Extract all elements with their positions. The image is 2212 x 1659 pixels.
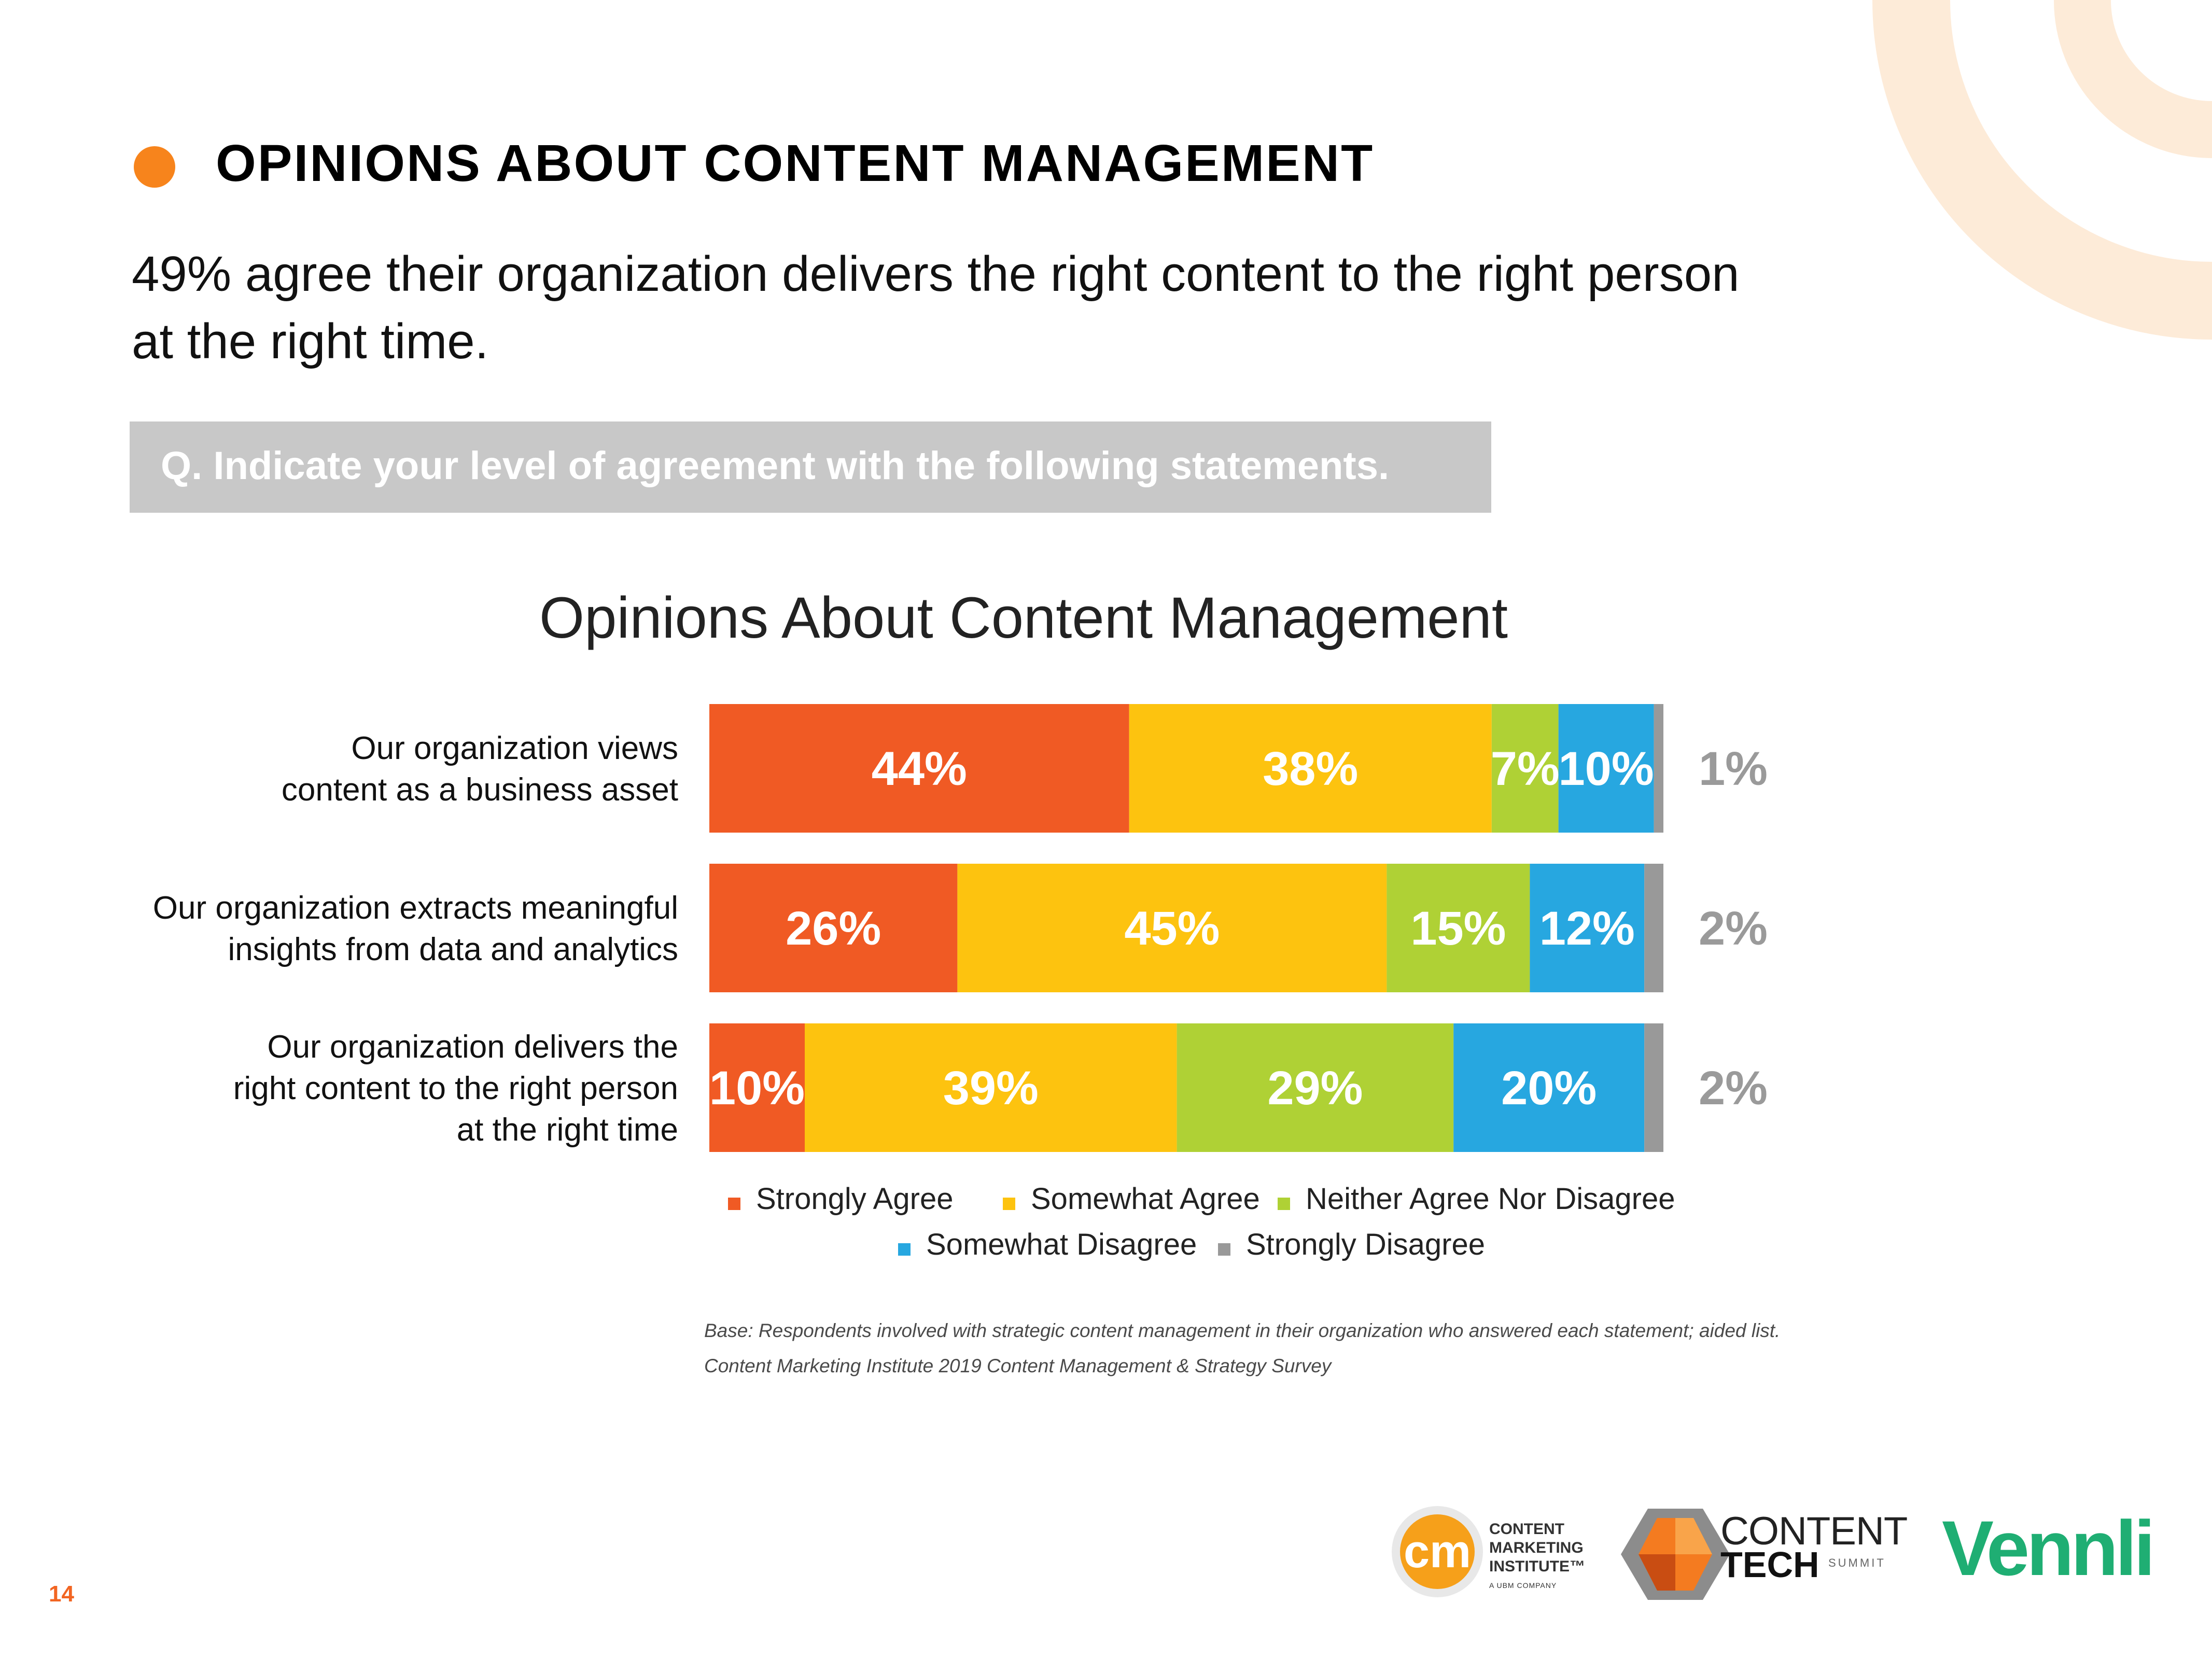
value-label-2-5: 2% bbox=[1699, 902, 1768, 955]
bar-segment-2-4 bbox=[1530, 864, 1645, 992]
bar-segment-2-2 bbox=[957, 864, 1387, 992]
cmi-logo-badge: cm bbox=[1392, 1506, 1483, 1597]
value-label-2-4: 12% bbox=[1539, 902, 1635, 955]
category-label-2-line-1: Our organization extracts meaningful bbox=[153, 890, 678, 926]
value-label-3-3: 29% bbox=[1267, 1062, 1363, 1115]
bar-segment-3-5 bbox=[1644, 1023, 1663, 1152]
value-label-3-2: 39% bbox=[943, 1062, 1039, 1115]
legend-label-1: Strongly Agree bbox=[756, 1182, 953, 1216]
vennli-logo: Vennli bbox=[1942, 1505, 2155, 1592]
cmi-line-2: MARKETING bbox=[1489, 1539, 1584, 1556]
category-label-3-line-2: right content to the right person bbox=[233, 1071, 678, 1106]
cmi-line-3: INSTITUTE™ bbox=[1489, 1558, 1585, 1575]
footnote-base: Base: Respondents involved with strategi… bbox=[704, 1320, 1781, 1341]
stacked-bar-chart: Opinions About Content Management 44% 38%… bbox=[153, 585, 1768, 1261]
bar-segment-3-1 bbox=[709, 1023, 805, 1152]
bar-segment-3-2 bbox=[805, 1023, 1177, 1152]
cmi-subline: A UBM COMPANY bbox=[1489, 1581, 1557, 1590]
bar-segment-3-3 bbox=[1177, 1023, 1454, 1152]
question-banner: Q. Indicate your level of agreement with… bbox=[130, 421, 1491, 513]
slide-subtitle: 49% agree their organization delivers th… bbox=[132, 246, 1740, 369]
content-tech-word-tech: TECH bbox=[1720, 1544, 1819, 1585]
cmi-badge-text: cm bbox=[1404, 1526, 1471, 1578]
title-bullet-dot bbox=[134, 146, 175, 188]
category-labels: Our organization views content as a busin… bbox=[153, 730, 678, 1148]
category-label-3-line-3: at the right time bbox=[457, 1112, 678, 1148]
bar-segment-1-4 bbox=[1558, 704, 1654, 833]
question-text: Q. Indicate your level of agreement with… bbox=[161, 444, 1390, 488]
bars-group: 44% 38% 7%10% 1%26% 45% 15% 12% 2%10% 39% 29% 20% 2… bbox=[709, 704, 1768, 1152]
chart-legend: Strongly Agree Somewhat Agree Neither Agre… bbox=[728, 1182, 1675, 1261]
category-label-2-line-2: insights from data and analytics bbox=[228, 932, 678, 967]
value-label-2-1: 26% bbox=[786, 902, 881, 955]
legend-swatch-5 bbox=[1218, 1243, 1230, 1256]
slide-title: OPINIONS ABOUT CONTENT MANAGEMENT bbox=[216, 134, 1375, 192]
cmi-logo-text: CONTENT MARKETING INSTITUTE™ A UBM COMPA… bbox=[1489, 1520, 1585, 1595]
bar-segment-3-4 bbox=[1453, 1023, 1645, 1152]
legend-label-2: Somewhat Agree bbox=[1031, 1182, 1260, 1216]
category-label-3-line-1: Our organization delivers the bbox=[267, 1029, 678, 1065]
bar-segment-1-1 bbox=[709, 704, 1129, 833]
legend-label-4: Somewhat Disagree bbox=[926, 1228, 1197, 1261]
value-label-2-3: 15% bbox=[1410, 902, 1506, 955]
legend-swatch-1 bbox=[728, 1198, 740, 1210]
bar-segment-2-1 bbox=[709, 864, 958, 992]
chart-title: Opinions About Content Management bbox=[539, 585, 1508, 650]
legend-label-5: Strongly Disagree bbox=[1246, 1228, 1485, 1261]
bar-segment-1-5 bbox=[1654, 704, 1663, 833]
bar-segment-2-5 bbox=[1644, 864, 1663, 992]
page-number: 14 bbox=[49, 1581, 74, 1607]
footnote-source: Content Marketing Institute 2019 Content… bbox=[704, 1355, 1332, 1376]
value-label-1-3: 7% bbox=[1491, 742, 1560, 795]
value-label-3-5: 2% bbox=[1699, 1062, 1768, 1115]
bar-segment-1-3 bbox=[1491, 704, 1559, 833]
category-label-1-line-1: Our organization views bbox=[351, 730, 678, 766]
value-label-1-4: 10% bbox=[1559, 742, 1654, 795]
value-label-1-1: 44% bbox=[872, 742, 967, 795]
value-label-3-4: 20% bbox=[1501, 1062, 1597, 1115]
legend-swatch-3 bbox=[1278, 1198, 1290, 1210]
value-label-1-2: 38% bbox=[1263, 742, 1358, 795]
legend-swatch-4 bbox=[898, 1243, 911, 1256]
category-label-1-line-2: content as a business asset bbox=[282, 772, 678, 808]
value-label-1-5: 1% bbox=[1699, 742, 1768, 795]
content-tech-hexagon-icon bbox=[1621, 1509, 1730, 1600]
bar-segment-2-3 bbox=[1387, 864, 1530, 992]
cmi-line-1: CONTENT bbox=[1489, 1521, 1564, 1538]
content-tech-word-summit: SUMMIT bbox=[1828, 1556, 1886, 1569]
bar-segment-1-2 bbox=[1129, 704, 1492, 833]
legend-label-3: Neither Agree Nor Disagree bbox=[1306, 1182, 1675, 1216]
value-label-2-2: 45% bbox=[1124, 902, 1220, 955]
legend-swatch-2 bbox=[1003, 1198, 1015, 1210]
content-tech-word-content: CONTENT bbox=[1720, 1509, 1908, 1553]
value-label-3-1: 10% bbox=[709, 1062, 805, 1115]
